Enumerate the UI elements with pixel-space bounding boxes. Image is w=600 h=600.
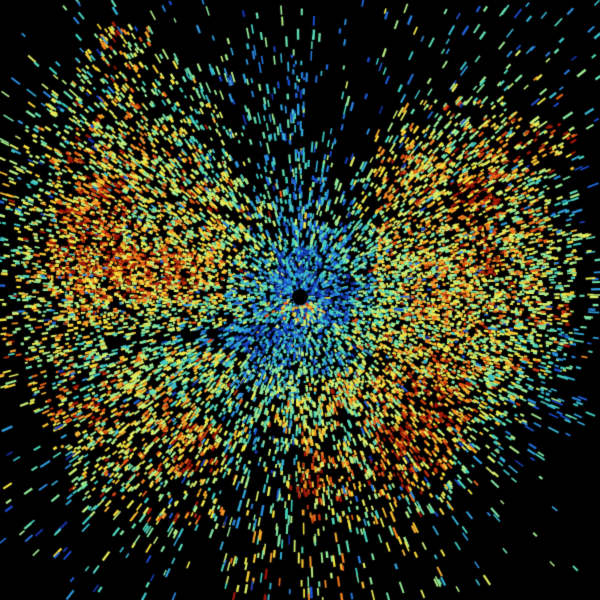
radar-ppi-canvas bbox=[0, 0, 600, 600]
radar-display bbox=[0, 0, 600, 600]
